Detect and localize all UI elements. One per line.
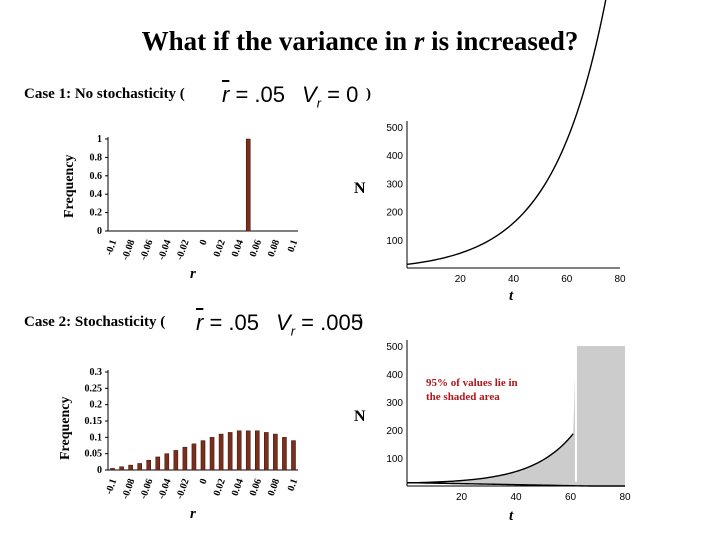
v-subscript: r [290,323,296,339]
x-tick-label: 40 [510,492,522,503]
rbar-value: = .05 [235,82,285,107]
y-tick-label: 0.05 [85,449,103,460]
histogram-bar [282,437,287,471]
case2-rbar-equation: r = .05 [196,310,259,336]
histogram-bar [264,432,269,471]
x-tick-label: 80 [614,274,626,285]
x-tick-label: 40 [508,274,520,285]
histogram-bar [236,430,242,471]
case1-close-paren: ) [366,86,371,102]
y-tick-label: 0.8 [90,152,103,163]
title-variable: r [413,26,425,56]
x-tick-label: -0.1 [104,238,120,257]
y-tick-label: 100 [386,236,403,247]
shade-note-line1: 95% of values lie in [426,377,518,389]
v-symbol: V [276,310,291,335]
x-tick-label: -0.1 [104,477,120,496]
rbar-symbol: r [222,82,230,107]
y-tick-label: 200 [386,426,403,437]
histogram-bar [227,432,233,471]
histogram-bar [119,466,124,471]
y-tick-label: 1 [97,134,102,145]
hist1-x-label: r [190,266,196,282]
y-tick-label: 100 [386,454,403,465]
case1-label: Case 1: No stochasticity ( [24,86,185,102]
hist2-x-label: r [190,506,196,522]
y-tick-label: 400 [386,370,403,381]
histogram-bar [245,138,251,232]
x-tick-label: 0 [198,477,210,485]
x-tick-label: 60 [561,274,573,285]
confidence-band [407,346,625,486]
vr-value: = 0 [327,82,359,107]
vr-value: = .005 [301,310,363,335]
growth1-y-label: N [354,180,366,197]
histogram-bar [291,440,296,471]
histogram-bar [128,464,133,471]
histogram-bar [255,430,260,471]
y-tick-label: 200 [386,208,403,219]
histogram-bar [146,459,152,471]
rbar-value: = .05 [209,310,259,335]
histogram-bar [110,468,115,471]
case1-rbar-equation: r = .05 [222,82,285,108]
shade-note-line2: the shaded area [426,391,500,403]
y-tick-label: 300 [386,179,403,190]
histogram-bar [209,437,215,471]
rbar-symbol: r [196,310,204,335]
x-tick-label: 0.1 [286,477,301,493]
case2-close-paren: ) [358,314,363,330]
histogram-bar [182,446,188,471]
y-tick-label: 0.2 [90,208,103,219]
y-tick-label: 0.3 [90,367,103,378]
upper-bound-curve [406,433,574,484]
y-tick-label: 500 [386,123,403,134]
growth2-x-label: t [509,508,514,524]
y-tick-label: 0 [97,465,102,476]
y-tick-label: 0 [97,226,102,237]
title-prefix: What if the variance in [141,26,414,56]
v-subscript: r [316,95,322,111]
histogram-bar [155,456,161,471]
histogram-bar [173,450,179,471]
histogram-bar [245,430,251,471]
v-symbol: V [302,82,317,107]
y-tick-label: 0.2 [90,400,103,411]
x-tick-label: 20 [456,492,468,503]
y-tick-label: 0.6 [90,171,103,182]
histogram-bar [164,453,170,471]
case2-label: Case 2: Stochasticity ( [24,314,166,330]
case1-vr-equation: Vr = 0 [302,82,358,110]
y-tick-label: 0.15 [85,416,103,427]
x-tick-label: 80 [619,492,631,503]
histogram-bar [218,433,224,471]
shade-annotation: 95% of values lie in the shaded area [426,376,518,404]
y-tick-label: 400 [386,151,403,162]
growth2-y-label: N [354,408,366,425]
y-tick-label: 300 [386,398,403,409]
histogram-bar [191,443,197,471]
x-tick-label: 0 [198,238,210,246]
growth-curve [406,0,607,266]
histogram-bar [137,463,142,471]
y-tick-label: 0.25 [85,383,103,394]
histogram-bar [200,440,206,471]
y-tick-label: 0.1 [90,432,103,443]
y-tick-label: 0.4 [90,189,103,200]
growth1-x-label: t [509,288,514,304]
x-tick-label: 60 [565,492,577,503]
title-suffix: is increased? [424,26,579,56]
x-tick-label: 20 [455,274,467,285]
case2-vr-equation: Vr = .005 [276,310,363,338]
y-tick-label: 500 [386,342,403,353]
slide-title: What if the variance in r is increased? [0,26,720,57]
x-tick-label: 0.1 [286,238,301,254]
histogram-bar [273,433,278,471]
